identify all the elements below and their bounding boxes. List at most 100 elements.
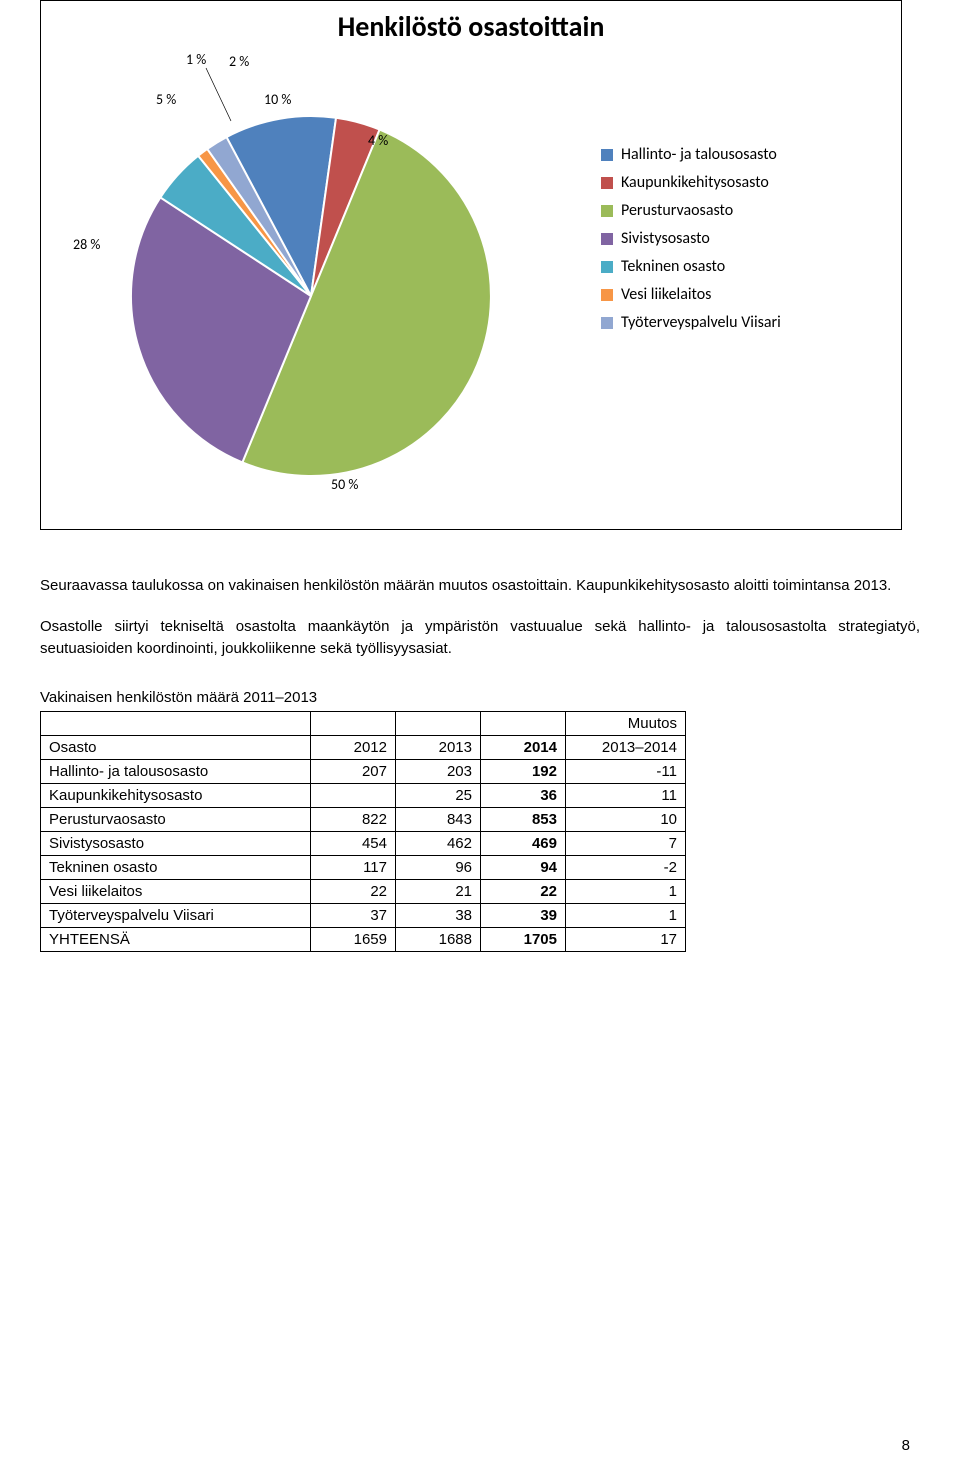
table-cell: 853 <box>481 807 566 831</box>
table-cell: 1705 <box>481 927 566 951</box>
data-table: MuutosOsasto2012201320142013–2014Hallint… <box>40 711 686 952</box>
pie-area: 10 % 4 % 50 % 28 % 5 % 1 % 2 % <box>61 56 596 511</box>
legend-swatch <box>601 233 613 245</box>
legend-label: Vesi liikelaitos <box>621 285 711 304</box>
legend-item: Kaupunkikehitysosasto <box>601 173 886 192</box>
table-cell: 22 <box>311 879 396 903</box>
table-cell: Muutos <box>566 711 686 735</box>
table-cell: Vesi liikelaitos <box>41 879 311 903</box>
table-row: Muutos <box>41 711 686 735</box>
table-title: Vakinaisen henkilöstön määrä 2011–2013 <box>40 689 920 706</box>
legend-item: Vesi liikelaitos <box>601 285 886 304</box>
table-cell: 25 <box>396 783 481 807</box>
legend-label: Hallinto- ja talousosasto <box>621 145 777 164</box>
legend-item: Työterveyspalvelu Viisari <box>601 313 886 332</box>
legend-swatch <box>601 289 613 301</box>
table-row: Hallinto- ja talousosasto207203192-11 <box>41 759 686 783</box>
legend-swatch <box>601 261 613 273</box>
pct-label-2: 2 % <box>229 53 249 70</box>
table-cell: 2014 <box>481 735 566 759</box>
table-cell: Osasto <box>41 735 311 759</box>
table-cell: 11 <box>566 783 686 807</box>
pct-label-50: 50 % <box>331 476 358 493</box>
table-cell: 192 <box>481 759 566 783</box>
table-cell: 1 <box>566 903 686 927</box>
table-cell: Hallinto- ja talousosasto <box>41 759 311 783</box>
legend-swatch <box>601 177 613 189</box>
legend-label: Kaupunkikehitysosasto <box>621 173 769 192</box>
table-cell: 469 <box>481 831 566 855</box>
table-cell: 454 <box>311 831 396 855</box>
table-cell: -11 <box>566 759 686 783</box>
pct-label-5: 5 % <box>156 91 176 108</box>
legend-swatch <box>601 205 613 217</box>
body-text: Seuraavassa taulukossa on vakinaisen hen… <box>40 575 920 661</box>
table-cell: Kaupunkikehitysosasto <box>41 783 311 807</box>
table-cell: Sivistysosasto <box>41 831 311 855</box>
body-p1: Seuraavassa taulukossa on vakinaisen hen… <box>40 575 920 598</box>
table-cell: 2013 <box>396 735 481 759</box>
table-cell: 1659 <box>311 927 396 951</box>
table-cell: Perusturvaosasto <box>41 807 311 831</box>
pct-label-10: 10 % <box>264 91 291 108</box>
pie-svg <box>131 116 491 476</box>
table-body: MuutosOsasto2012201320142013–2014Hallint… <box>41 711 686 951</box>
pie-chart-container: Henkilöstö osastoittain 10 % 4 % 50 % 28… <box>40 0 902 530</box>
legend-swatch <box>601 317 613 329</box>
table-row: YHTEENSÄ16591688170517 <box>41 927 686 951</box>
table-row: Osasto2012201320142013–2014 <box>41 735 686 759</box>
table-row: Sivistysosasto4544624697 <box>41 831 686 855</box>
table-cell: 17 <box>566 927 686 951</box>
table-cell: 37 <box>311 903 396 927</box>
table-cell: 36 <box>481 783 566 807</box>
table-row: Tekninen osasto1179694-2 <box>41 855 686 879</box>
table-cell: -2 <box>566 855 686 879</box>
pct-label-1: 1 % <box>186 51 206 68</box>
table-cell: 1688 <box>396 927 481 951</box>
table-cell: 2013–2014 <box>566 735 686 759</box>
table-cell: 39 <box>481 903 566 927</box>
table-cell <box>396 711 481 735</box>
table-cell: 117 <box>311 855 396 879</box>
table-row: Työterveyspalvelu Viisari3738391 <box>41 903 686 927</box>
table-row: Perusturvaosasto82284385310 <box>41 807 686 831</box>
legend-label: Tekninen osasto <box>621 257 725 276</box>
pct-label-4: 4 % <box>368 132 388 149</box>
table-cell: 207 <box>311 759 396 783</box>
legend-item: Hallinto- ja talousosasto <box>601 145 886 164</box>
table-cell: 822 <box>311 807 396 831</box>
table-cell: 843 <box>396 807 481 831</box>
table-cell: 94 <box>481 855 566 879</box>
body-p2: Osastolle siirtyi tekniseltä osastolta m… <box>40 616 920 661</box>
table-cell: 10 <box>566 807 686 831</box>
page-number: 8 <box>902 1437 910 1454</box>
table-cell: Työterveyspalvelu Viisari <box>41 903 311 927</box>
page: Henkilöstö osastoittain 10 % 4 % 50 % 28… <box>0 0 960 1474</box>
table-cell: 1 <box>566 879 686 903</box>
table-cell: 2012 <box>311 735 396 759</box>
legend-label: Sivistysosasto <box>621 229 710 248</box>
legend-label: Työterveyspalvelu Viisari <box>621 313 781 332</box>
pct-label-28: 28 % <box>73 236 100 253</box>
table-cell: 21 <box>396 879 481 903</box>
legend-item: Sivistysosasto <box>601 229 886 248</box>
table-cell: 22 <box>481 879 566 903</box>
table-cell <box>481 711 566 735</box>
table-row: Kaupunkikehitysosasto 253611 <box>41 783 686 807</box>
legend-label: Perusturvaosasto <box>621 201 733 220</box>
table-cell <box>311 783 396 807</box>
legend-swatch <box>601 149 613 161</box>
table-cell: YHTEENSÄ <box>41 927 311 951</box>
table-cell: Tekninen osasto <box>41 855 311 879</box>
table-cell: 7 <box>566 831 686 855</box>
legend-item: Tekninen osasto <box>601 257 886 276</box>
table-cell: 38 <box>396 903 481 927</box>
table-cell <box>311 711 396 735</box>
table-cell: 203 <box>396 759 481 783</box>
table-cell: 96 <box>396 855 481 879</box>
legend: Hallinto- ja talousosasto Kaupunkikehitys… <box>601 136 886 341</box>
table-row: Vesi liikelaitos2221221 <box>41 879 686 903</box>
legend-item: Perusturvaosasto <box>601 201 886 220</box>
table-cell: 462 <box>396 831 481 855</box>
table-cell <box>41 711 311 735</box>
